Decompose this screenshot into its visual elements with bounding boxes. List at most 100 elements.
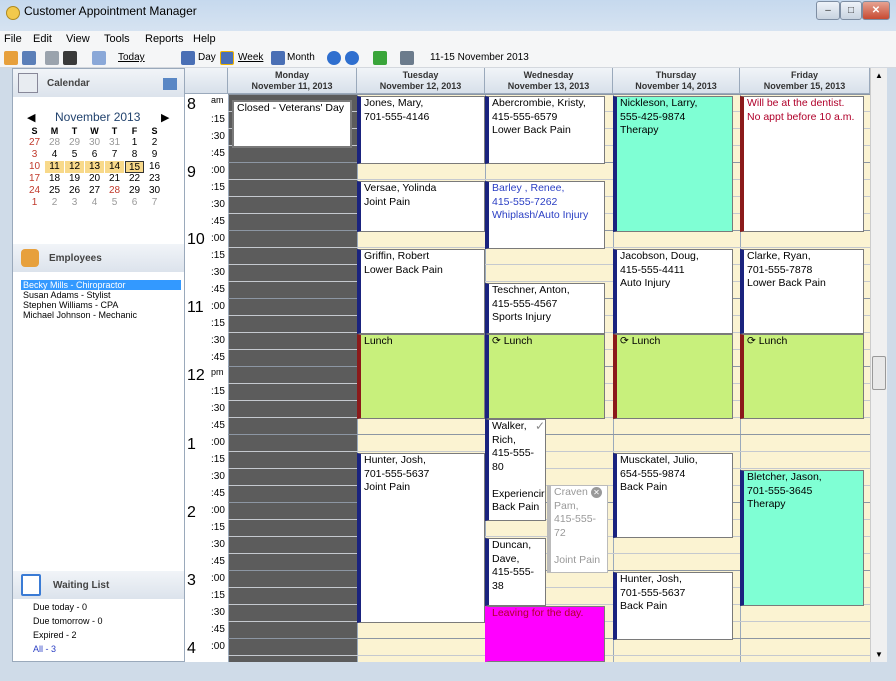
lunch-block[interactable]: ⟳ Lunch [613,334,733,419]
appointment[interactable]: Hunter, Josh, 701-555-5637 Back Pain [613,572,733,640]
menu-edit[interactable]: Edit [33,33,52,45]
list-icon[interactable] [92,51,106,65]
appointment[interactable]: Griffin, Robert Lower Back Pain [357,249,485,334]
maximize-button[interactable]: □ [840,1,862,20]
scroll-thumb[interactable] [872,356,886,390]
calendar-day[interactable]: 2 [151,137,158,148]
lunch-block[interactable]: ⟳ Lunch [740,334,864,419]
calendar-day[interactable]: 4 [51,149,58,160]
waiting-all[interactable]: All - 3 [33,644,57,654]
calendar-day[interactable]: 7 [151,197,158,208]
monday-column[interactable] [228,94,357,662]
calendar-day[interactable]: 6 [131,197,138,208]
calendar-day[interactable]: 8 [131,149,138,160]
day-button[interactable]: Day [198,52,216,63]
calendar-day[interactable]: 25 [48,185,61,196]
waiting-due-tomorrow[interactable]: Due tomorrow - 0 [33,616,103,626]
personal-block[interactable]: Leaving for the day. [485,606,605,662]
appointment[interactable]: Nickleson, Larry, 555-425-9874 Therapy [613,96,733,232]
calendar-day[interactable]: 28 [48,137,61,148]
waiting-expired[interactable]: Expired - 2 [33,630,77,640]
appointment[interactable]: Hunter, Josh, 701-555-5637 Joint Pain [357,453,485,623]
calendar-day[interactable]: 16 [148,161,161,172]
people-icon[interactable] [4,51,18,65]
appointment-closed[interactable]: Closed - Veterans' Day [232,100,352,148]
calendar-day[interactable]: 1 [131,137,138,148]
vertical-scrollbar[interactable]: ▲ ▼ [870,68,887,662]
filter-icon[interactable] [400,51,414,65]
calendar-day[interactable]: 5 [111,197,118,208]
day-header-thursday[interactable]: Thursday November 14, 2013 [613,68,740,94]
appointment[interactable]: Versae, Yolinda Joint Pain [357,181,485,232]
calendar-day[interactable]: 19 [68,173,81,184]
calendar-day[interactable]: 28 [108,185,121,196]
employee-item[interactable]: Susan Adams - Stylist [23,290,111,300]
week-button[interactable]: Week [238,52,264,63]
next-icon[interactable] [345,51,359,65]
lunch-block[interactable]: Lunch [357,334,485,419]
binoculars-icon[interactable] [63,51,77,65]
mini-calendar[interactable]: S M T W T F S 27 28 29 30 31 1 2 3 4 5 6… [25,125,175,209]
calendar-day[interactable]: 6 [91,149,98,160]
previous-icon[interactable] [327,51,341,65]
month-view-icon[interactable] [271,51,285,65]
calendar-day[interactable]: 2 [51,197,58,208]
calendar-day[interactable]: 26 [68,185,81,196]
calendar-day[interactable]: 11 [45,161,64,173]
calendar-day[interactable]: 30 [148,185,161,196]
employee-item[interactable]: Michael Johnson - Mechanic [23,310,138,320]
day-header-wednesday[interactable]: Wednesday November 13, 2013 [485,68,613,94]
calendar-day[interactable]: 14 [105,161,124,173]
calendar-day[interactable]: 10 [28,161,41,172]
calendar-day[interactable]: 29 [128,185,141,196]
calendar-day[interactable]: 21 [108,173,121,184]
calendar-day[interactable]: 12 [65,161,84,173]
waiting-due-today[interactable]: Due today - 0 [33,602,88,612]
menu-tools[interactable]: Tools [104,33,130,45]
menu-view[interactable]: View [66,33,90,45]
calendar-day[interactable]: 27 [88,185,101,196]
appointment[interactable]: Teschner, Anton, 415-555-4567 Sports Inj… [485,283,605,334]
menu-reports[interactable]: Reports [145,33,184,45]
calendar-day[interactable]: 29 [68,137,81,148]
appointment[interactable]: Barley , Renee, 415-555-7262 Whiplash/Au… [485,181,605,249]
appointment[interactable]: Jones, Mary, 701-555-4146 [357,96,485,164]
print-icon[interactable] [45,51,59,65]
calendar-day[interactable]: 31 [108,137,121,148]
calendar-day[interactable]: 4 [91,197,98,208]
calendar-day-today[interactable]: 15 [125,161,144,173]
calendar-day[interactable]: 3 [71,197,78,208]
calendar-day[interactable]: 22 [128,173,141,184]
calendar-day[interactable]: 13 [85,161,104,173]
appointment[interactable]: Walker, Rich, 415-555-80 Experiencir Bac… [485,419,546,521]
card-icon[interactable] [22,51,36,65]
month-button[interactable]: Month [287,52,315,63]
calendar-day[interactable]: 3 [31,149,38,160]
appointment[interactable]: Clarke, Ryan, 701-555-7878 Lower Back Pa… [740,249,864,334]
close-button[interactable]: ✕ [862,1,890,20]
appointment-cancelled[interactable]: Craven Pam, 415-555-72 Joint Pain [547,485,608,573]
refresh-icon[interactable] [373,51,387,65]
calendar-day[interactable]: 9 [151,149,158,160]
day-view-icon[interactable] [181,51,195,65]
employee-item[interactable]: Stephen Williams - CPA [23,300,119,310]
calendar-day[interactable]: 27 [28,137,41,148]
appointment[interactable]: Duncan, Dave, 415-555-38 Whiplash [485,538,546,606]
personal-block[interactable]: Will be at the dentist. No appt before 1… [740,96,864,232]
minimize-button[interactable]: – [816,1,840,20]
calendar-day[interactable]: 23 [148,173,161,184]
day-header-tuesday[interactable]: Tuesday November 12, 2013 [357,68,485,94]
scroll-down-icon[interactable]: ▼ [875,650,883,659]
today-button[interactable]: Today [118,52,145,63]
next-month-arrow[interactable]: ▶ [161,112,170,124]
calendar-day[interactable]: 5 [71,149,78,160]
calendar-day[interactable]: 7 [111,149,118,160]
appointment[interactable]: Musckatel, Julio, 654-555-9874 Back Pain [613,453,733,538]
calendar-toggle-icon[interactable] [163,78,177,90]
calendar-day[interactable]: 20 [88,173,101,184]
week-view-icon[interactable] [220,51,234,65]
appointment[interactable]: Abercrombie, Kristy, 415-555-6579 Lower … [485,96,605,164]
calendar-day[interactable]: 24 [28,185,41,196]
menu-file[interactable]: File [4,33,22,45]
scroll-up-icon[interactable]: ▲ [875,71,883,80]
